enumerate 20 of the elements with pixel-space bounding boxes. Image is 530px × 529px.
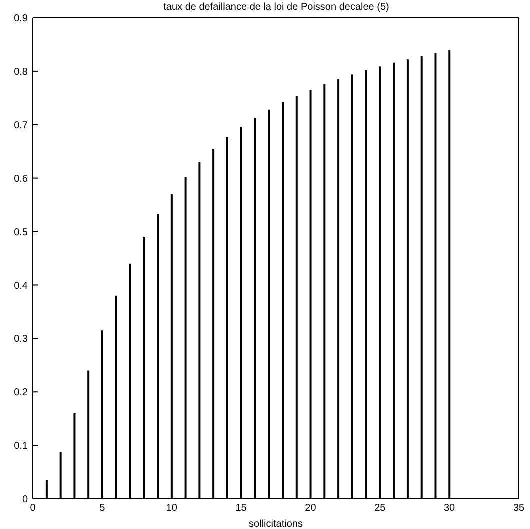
y-tick-label: 0.7 [14, 120, 28, 132]
y-tick-label: 0 [22, 494, 28, 506]
y-tick-label: 0.6 [14, 174, 28, 185]
y-tick-label: 0.3 [14, 334, 28, 346]
x-tick-label: 20 [305, 503, 317, 514]
chart-title: taux de defaillance de la loi de Poisson decalee (5) [162, 2, 390, 13]
x-tick-label: 35 [513, 503, 525, 514]
x-tick-label: 25 [374, 503, 386, 514]
y-tick-label: 0.8 [14, 66, 28, 78]
x-tick-label: 0 [30, 503, 36, 514]
y-tick-label: 0.9 [14, 14, 28, 25]
x-axis-title: sollicitations [249, 519, 303, 529]
y-tick-label: 0.4 [14, 280, 28, 292]
x-tick-label: 10 [166, 503, 178, 514]
x-tick-label: 30 [444, 503, 456, 514]
y-tick-label: 0.1 [14, 441, 28, 452]
y-tick-label: 0.5 [14, 227, 28, 238]
y-tick-label: 0.2 [14, 388, 28, 399]
x-tick-label: 15 [236, 503, 248, 514]
x-tick-label: 5 [100, 503, 106, 514]
